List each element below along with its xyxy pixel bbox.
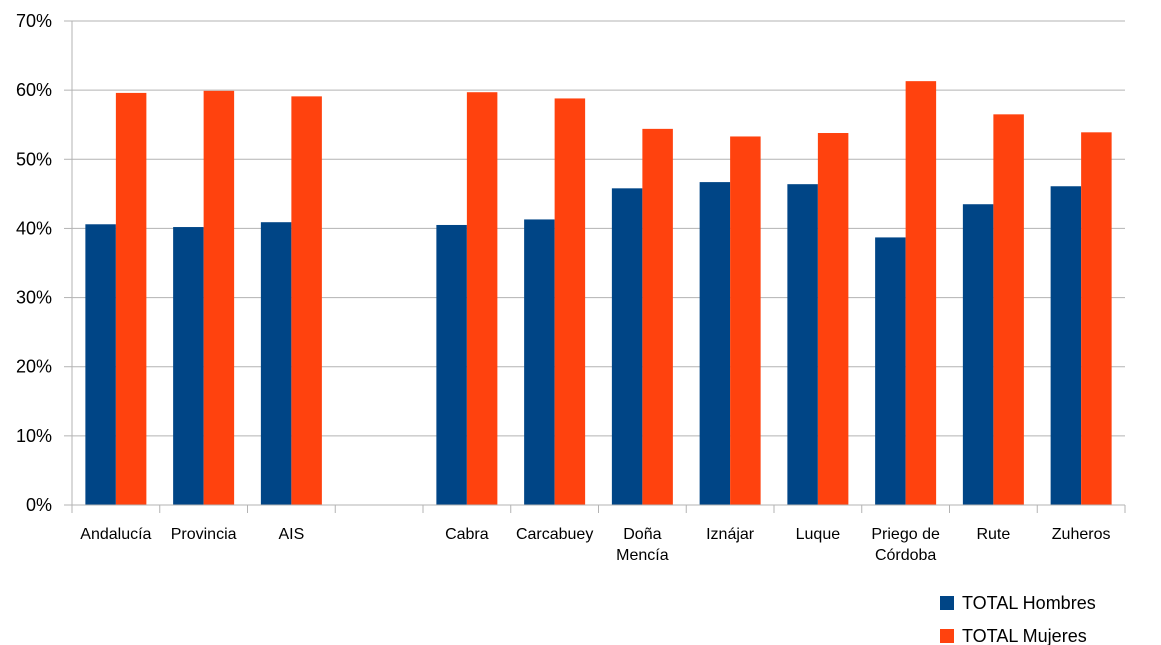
x-category-label: AIS <box>278 526 304 543</box>
gridlines <box>72 20 1125 437</box>
bar-mujeres <box>730 136 761 505</box>
bar-mujeres <box>554 98 586 505</box>
bars <box>85 81 1112 506</box>
bar-mujeres <box>905 81 937 505</box>
y-tick-label: 40% <box>16 218 52 238</box>
legend-label: TOTAL Hombres <box>962 593 1096 613</box>
bar-hombres <box>611 188 643 505</box>
y-tick-label: 10% <box>16 426 52 446</box>
x-category-label: Córdoba <box>875 547 936 564</box>
legend-swatch <box>940 629 954 643</box>
x-category-label: Provincia <box>171 526 237 543</box>
y-tick-label: 0% <box>26 495 52 515</box>
bar-hombres <box>875 237 906 505</box>
bar-mujeres <box>115 92 147 505</box>
x-category-label: Priego de <box>871 526 940 543</box>
x-category-label: Mencía <box>616 547 669 564</box>
legend: TOTAL Hombres TOTAL Mujeres <box>940 593 1096 645</box>
bar-mujeres <box>817 133 849 506</box>
y-tick-label: 60% <box>16 80 52 100</box>
bar-hombres <box>85 224 116 505</box>
bar-mujeres <box>466 92 498 506</box>
x-category-label: Luque <box>796 526 841 543</box>
bar-mujeres <box>203 90 235 505</box>
bar-hombres <box>524 219 555 505</box>
bar-mujeres <box>993 114 1024 505</box>
y-axis-tick-labels: 0% 10% 20% 30% 40% 50% 60% 70% <box>16 11 52 515</box>
bar-mujeres <box>642 128 673 505</box>
x-category-label: Carcabuey <box>516 526 593 543</box>
bar-mujeres <box>1081 132 1112 505</box>
bar-hombres <box>436 224 467 505</box>
bar-mujeres <box>291 96 322 505</box>
y-tick-label: 70% <box>16 11 52 31</box>
axes <box>64 20 1126 513</box>
y-tick-label: 50% <box>16 149 52 169</box>
legend-swatch <box>940 596 954 610</box>
bar-hombres <box>1050 186 1082 505</box>
x-category-label: Doña <box>623 526 661 543</box>
x-category-label: Cabra <box>445 526 489 543</box>
x-category-label: Iznájar <box>706 526 755 543</box>
x-axis-category-labels: Andalucía Provincia AIS Cabra Carcabuey Doña M… <box>80 526 1110 564</box>
x-category-label: Zuheros <box>1052 526 1111 543</box>
x-category-label: Rute <box>976 526 1010 543</box>
bar-hombres <box>962 204 994 505</box>
y-tick-label: 30% <box>16 288 52 308</box>
legend-label: TOTAL Mujeres <box>962 626 1087 645</box>
bar-hombres <box>699 182 731 506</box>
bar-hombres <box>787 184 818 506</box>
y-tick-label: 20% <box>16 357 52 377</box>
x-category-label: Andalucía <box>80 526 151 543</box>
bar-hombres <box>173 227 204 505</box>
bar-hombres <box>260 222 292 505</box>
